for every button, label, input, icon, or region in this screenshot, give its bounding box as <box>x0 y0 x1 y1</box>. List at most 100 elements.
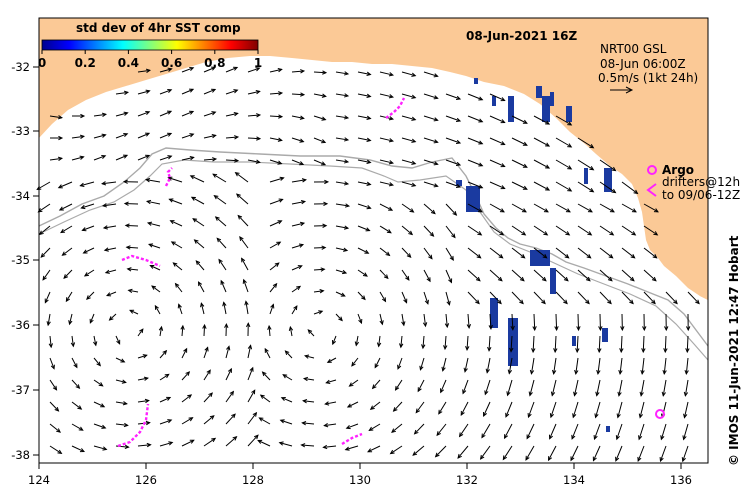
current-arrowhead <box>466 324 472 330</box>
colorbar-tick-label: 0.2 <box>75 56 96 70</box>
current-arrow <box>445 159 461 166</box>
current-arrow <box>203 437 216 447</box>
current-arrow <box>349 379 359 387</box>
current-arrow <box>291 159 304 165</box>
current-arrowhead <box>460 410 465 416</box>
current-arrowhead <box>411 182 417 187</box>
current-arrowhead <box>229 390 235 396</box>
current-arrowhead <box>429 232 435 237</box>
current-arrowhead <box>127 288 133 294</box>
current-arrowhead <box>57 449 63 455</box>
current-arrowhead <box>589 188 595 193</box>
current-arrow <box>596 379 601 396</box>
current-arrow <box>598 335 601 353</box>
current-arrowhead <box>365 227 371 232</box>
current-arrowhead <box>213 194 219 200</box>
current-arrow <box>442 357 447 371</box>
current-arrowhead <box>102 225 108 230</box>
current-arrowhead <box>46 321 51 327</box>
current-arrowhead <box>548 434 554 440</box>
current-arrowhead <box>247 344 253 350</box>
current-arrow <box>93 423 106 429</box>
y-tick-label: -37 <box>11 383 30 397</box>
current-arrowhead <box>123 154 129 159</box>
current-arrowhead <box>189 88 195 93</box>
current-arrowhead <box>197 281 203 287</box>
current-arrow <box>220 280 227 293</box>
current-arrowhead <box>44 298 49 304</box>
current-arrowhead <box>448 278 453 284</box>
current-arrow <box>533 247 547 259</box>
current-vectors <box>36 66 700 463</box>
current-arrowhead <box>204 346 209 352</box>
current-arrowhead <box>166 396 172 401</box>
current-arrowhead <box>187 394 193 399</box>
current-arrowhead <box>525 455 530 461</box>
argo-float-marker <box>655 409 665 419</box>
current-arrow <box>159 155 172 161</box>
current-arrow <box>599 247 613 259</box>
current-arrow <box>379 225 392 234</box>
current-arrowhead <box>158 325 164 331</box>
current-arrow <box>60 225 73 233</box>
current-arrowhead <box>366 181 372 186</box>
current-arrow <box>401 137 416 143</box>
current-arrow <box>401 71 416 77</box>
current-arrowhead <box>298 243 305 248</box>
current-arrow <box>526 423 535 439</box>
current-arrowhead <box>683 391 689 397</box>
current-arrow <box>326 379 337 384</box>
current-arrowhead <box>575 348 580 354</box>
current-arrow <box>464 357 469 372</box>
current-arrow <box>325 401 337 405</box>
current-arrowhead <box>629 276 635 282</box>
current-arrowhead <box>255 159 261 164</box>
current-arrowhead <box>455 183 462 188</box>
current-arrowhead <box>615 435 620 441</box>
current-arrowhead <box>497 276 503 282</box>
current-arrow <box>62 247 73 256</box>
current-arrowhead <box>607 276 613 282</box>
current-arrowhead <box>433 183 439 188</box>
current-arrowhead <box>254 434 259 440</box>
current-arrowhead <box>101 154 107 160</box>
current-arrow <box>593 423 601 440</box>
current-arrow <box>533 203 549 213</box>
current-arrowhead <box>455 95 462 100</box>
current-arrow <box>467 137 483 145</box>
current-arrow <box>291 115 304 119</box>
current-arrowhead <box>192 218 198 223</box>
current-arrowhead <box>526 434 531 440</box>
current-arrowhead <box>227 367 232 373</box>
current-arrow <box>599 269 613 282</box>
current-arrowhead <box>426 277 431 283</box>
current-arrowhead <box>522 119 528 124</box>
current-arrow <box>481 423 491 438</box>
current-arrow <box>247 137 261 140</box>
current-arrow <box>423 93 438 99</box>
current-arrowhead <box>541 276 547 282</box>
current-arrowhead <box>462 389 467 395</box>
current-arrowhead <box>149 264 155 269</box>
current-arrow <box>49 423 61 433</box>
current-arrowhead <box>124 444 130 450</box>
current-arrow <box>660 423 667 440</box>
current-arrowhead <box>651 299 656 305</box>
current-arrow <box>412 445 425 456</box>
current-arrow <box>332 335 337 345</box>
current-arrowhead <box>237 214 243 220</box>
current-arrow <box>59 203 73 211</box>
current-arrowhead <box>585 299 590 305</box>
current-arrowhead <box>214 216 220 221</box>
current-arrow <box>225 436 237 447</box>
drifter-legend-marker <box>646 183 657 197</box>
current-arrow <box>181 133 194 139</box>
current-arrowhead <box>616 413 621 419</box>
current-arrowhead <box>563 299 568 305</box>
current-arrowhead <box>148 243 154 248</box>
current-arrow <box>264 348 271 359</box>
current-arrowhead <box>499 231 505 236</box>
current-arrow <box>401 181 416 187</box>
current-arrowhead <box>499 208 505 213</box>
current-arrowhead <box>101 203 108 208</box>
